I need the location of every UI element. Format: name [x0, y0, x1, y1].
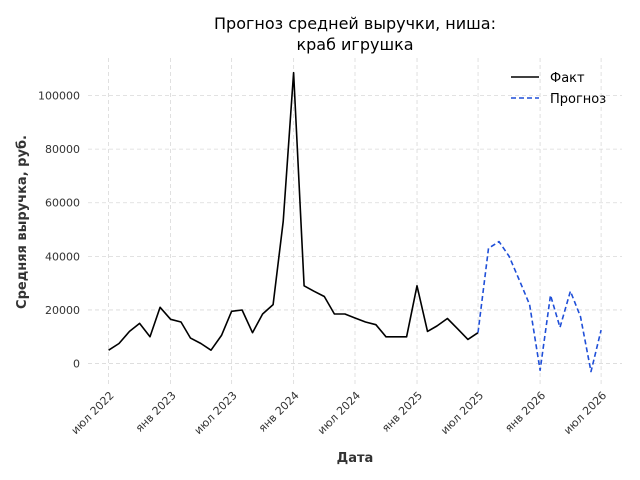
x-tick-label: июл 2024: [315, 389, 363, 437]
x-tick-label: янв 2024: [256, 389, 302, 435]
chart-title-line-1: Прогноз средней выручки, ниша:: [214, 14, 496, 33]
series: [108, 71, 602, 373]
y-tick-label: 80000: [45, 143, 80, 156]
series-line-forecast: [477, 240, 602, 373]
y-tick-label: 60000: [45, 197, 80, 210]
x-tick-label: июл 2023: [192, 389, 240, 437]
legend-label-fact: Факт: [550, 71, 585, 86]
series-line-fact: [108, 71, 479, 352]
y-axis-label: Средняя выручка, руб.: [15, 135, 30, 309]
x-tick-label: янв 2025: [379, 389, 425, 435]
x-tick-label: июл 2022: [69, 389, 117, 437]
y-tick-label: 100000: [38, 90, 80, 103]
x-tick-label: июл 2025: [438, 389, 486, 437]
x-axis-label: Дата: [337, 451, 374, 466]
chart-title-line-2: краб игрушка: [296, 35, 413, 54]
x-tick-label: июл 2026: [561, 389, 609, 437]
y-tick-label: 40000: [45, 250, 80, 263]
legend: Факт Прогноз: [511, 71, 606, 107]
grid: [88, 58, 622, 385]
x-tick-label: янв 2023: [133, 389, 179, 435]
y-axis-ticks: 0 20000 40000 60000 80000 100000: [38, 90, 80, 371]
x-tick-label: янв 2026: [502, 389, 548, 435]
y-tick-label: 0: [73, 358, 80, 371]
x-axis-ticks: июл 2022 янв 2023 июл 2023 янв 2024 июл 2024…: [69, 389, 610, 437]
y-tick-label: 20000: [45, 304, 80, 317]
legend-label-forecast: Прогноз: [550, 92, 606, 107]
